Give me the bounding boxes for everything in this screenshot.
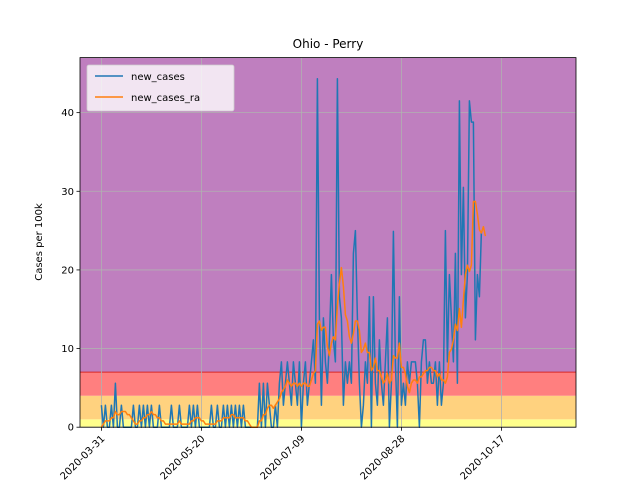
legend-box <box>86 64 235 112</box>
chart-title: Ohio - Perry <box>293 37 364 51</box>
risk-band <box>80 419 576 428</box>
legend-label-new-cases-ra: new_cases_ra <box>131 93 200 104</box>
y-axis-label: Cases per 100k <box>34 203 45 281</box>
x-tick-label: 2020-07-09 <box>259 434 308 480</box>
y-tick-label: 30 <box>61 187 74 198</box>
x-tick-label: 2020-03-31 <box>59 434 108 480</box>
y-axis-ticks: 0 10 20 30 40 <box>61 108 80 434</box>
plot-frame <box>79 57 577 428</box>
y-tick-label: 40 <box>61 108 74 119</box>
risk-band <box>80 372 576 396</box>
x-tick-label: 2020-10-17 <box>459 434 508 480</box>
x-tick-label: 2020-08-28 <box>359 434 408 480</box>
y-tick-label: 10 <box>61 344 74 355</box>
y-tick-label: 0 <box>68 423 74 434</box>
risk-band <box>80 395 576 420</box>
x-axis-ticks: 2020-03-31 2020-05-20 2020-07-09 2020-08-28… <box>59 427 508 480</box>
x-tick-label: 2020-05-20 <box>159 434 208 480</box>
series-line-new-cases-ra <box>100 200 487 428</box>
legend: new_cases new_cases_ra <box>86 64 235 112</box>
legend-label-new-cases: new_cases <box>131 72 185 83</box>
y-tick-label: 20 <box>61 265 74 276</box>
